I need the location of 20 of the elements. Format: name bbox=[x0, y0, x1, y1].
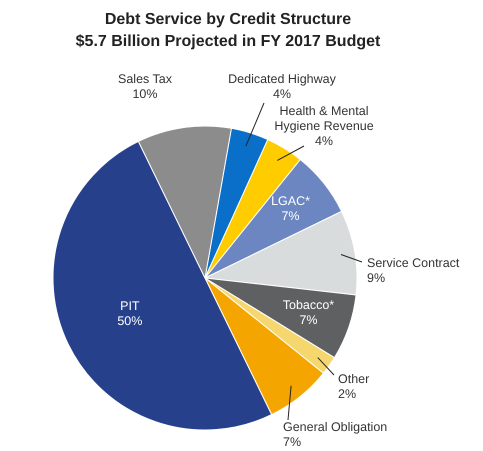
slice-label: General Obligation bbox=[283, 420, 388, 434]
data-label: 50% bbox=[117, 314, 142, 328]
chart-title: Debt Service by Credit Structure bbox=[104, 11, 352, 28]
chart-subtitle: $5.7 Billion Projected in FY 2017 Budget bbox=[76, 33, 382, 50]
data-label: 10% bbox=[132, 87, 158, 102]
slice-label: LGAC* bbox=[271, 194, 310, 209]
data-label: 7% bbox=[299, 313, 318, 328]
slice-label: Sales Tax bbox=[118, 72, 173, 86]
data-label: 2% bbox=[338, 387, 356, 402]
data-label: 7% bbox=[281, 210, 300, 224]
data-label: 9% bbox=[367, 271, 386, 286]
data-label: 7% bbox=[283, 435, 302, 450]
data-label: 4% bbox=[314, 134, 334, 148]
slice-label: Tobacco* bbox=[282, 298, 334, 312]
data-label: 4% bbox=[272, 87, 292, 102]
slice-label: Service Contract bbox=[367, 256, 460, 270]
slice-label: PIT bbox=[120, 299, 140, 314]
slice-label: Dedicated Highway bbox=[228, 72, 337, 86]
slice-label: Other bbox=[338, 372, 370, 386]
slice-label: Health & Mental Hygiene Revenue bbox=[274, 104, 374, 134]
